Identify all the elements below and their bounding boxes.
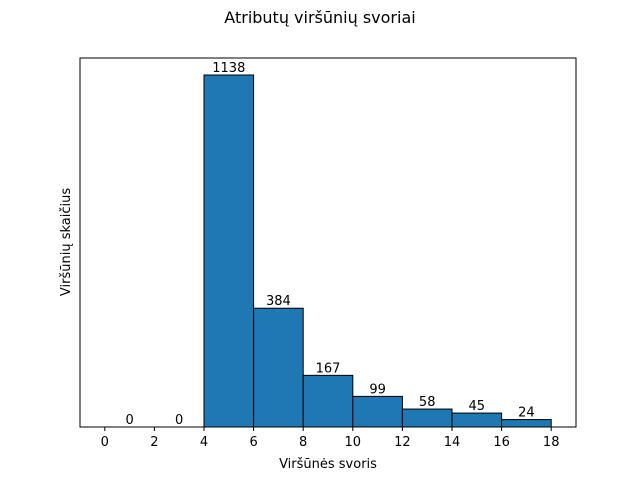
histogram-bar bbox=[451, 412, 503, 428]
histogram-bar bbox=[253, 307, 304, 428]
x-tick-label: 14 bbox=[444, 435, 461, 450]
bar-labels-group: 0 0 1138 384 167 99 58 45 24 bbox=[125, 61, 534, 428]
x-tick-label: 0 bbox=[101, 435, 109, 450]
x-tick-label: 4 bbox=[200, 435, 208, 450]
x-tick-label: 16 bbox=[493, 435, 510, 450]
bar-value-label: 167 bbox=[316, 361, 341, 376]
bar-value-label: 99 bbox=[369, 382, 386, 397]
x-ticks-group: 0 2 4 6 8 10 12 14 16 18 bbox=[101, 427, 560, 450]
histogram-bar bbox=[501, 419, 552, 428]
bar-value-label: 0 bbox=[125, 413, 133, 428]
bar-value-label: 58 bbox=[419, 395, 436, 410]
histogram-bar bbox=[401, 408, 453, 428]
y-axis-label: Viršūnių skaičius bbox=[59, 188, 74, 296]
x-tick-label: 6 bbox=[249, 435, 257, 450]
x-tick-label: 10 bbox=[345, 435, 362, 450]
bar-value-label: 1138 bbox=[212, 61, 245, 76]
histogram-bar bbox=[203, 74, 255, 428]
bars-group bbox=[104, 74, 552, 428]
x-tick-label: 12 bbox=[394, 435, 411, 450]
x-axis-label: Viršūnės svoris bbox=[279, 457, 377, 472]
bar-value-label: 0 bbox=[175, 413, 183, 428]
histogram-bar bbox=[302, 374, 354, 428]
histogram-bar bbox=[352, 395, 403, 428]
bar-value-label: 384 bbox=[266, 294, 291, 309]
x-tick-label: 18 bbox=[543, 435, 560, 450]
x-tick-label: 8 bbox=[299, 435, 307, 450]
bar-value-label: 24 bbox=[518, 406, 535, 421]
bar-value-label: 45 bbox=[469, 399, 486, 414]
plot-frame bbox=[79, 57, 577, 428]
x-tick-label: 2 bbox=[150, 435, 158, 450]
chart-title: Atributų viršūnių svoriai bbox=[224, 8, 415, 27]
